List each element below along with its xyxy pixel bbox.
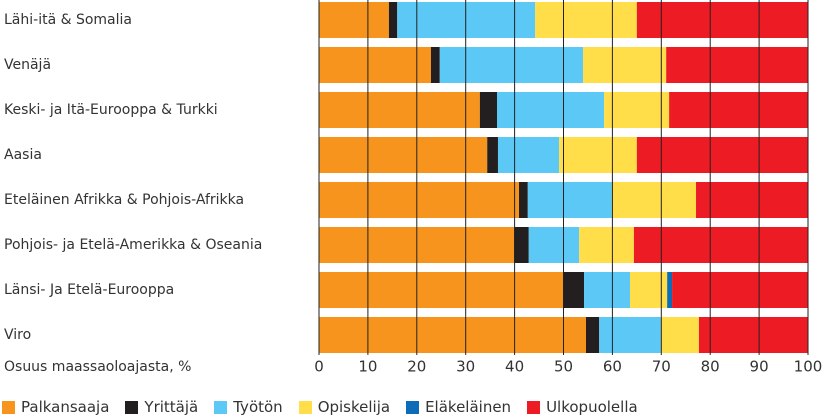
bar-segment xyxy=(633,227,808,263)
legend-swatch xyxy=(298,400,312,414)
legend-swatch xyxy=(125,400,139,414)
bar-segment xyxy=(696,182,808,218)
bar-segment xyxy=(611,182,697,218)
legend-label: Eläkeläinen xyxy=(425,398,512,416)
legend-item: Eläkeläinen xyxy=(406,398,511,416)
x-tick-label: 20 xyxy=(407,358,426,376)
x-tick-label: 70 xyxy=(652,358,671,376)
legend-label: Työtön xyxy=(233,398,283,416)
legend-label: Palkansaaja xyxy=(21,398,110,416)
legend-item: Ulkopuolella xyxy=(527,398,638,416)
bar-segment xyxy=(439,47,584,83)
x-tick-label: 10 xyxy=(358,358,377,376)
legend-swatch xyxy=(406,400,420,414)
x-axis-label: Osuus maassaoloajasta, % xyxy=(4,359,191,375)
bar-segment xyxy=(585,317,600,353)
category-label: Lähi-itä & Somalia xyxy=(4,12,132,28)
category-label: Keski- ja Itä-Eurooppa & Turkki xyxy=(4,102,218,118)
legend-swatch xyxy=(2,400,15,414)
bar-segment xyxy=(559,137,637,173)
bar-segment xyxy=(527,182,612,218)
legend-label: Yrittäjä xyxy=(144,398,199,416)
legend-swatch xyxy=(527,400,541,414)
category-label: Pohjois- ja Etelä-Amerikka & Oseania xyxy=(4,237,262,253)
category-label: Eteläinen Afrikka & Pohjois-Afrikka xyxy=(4,192,244,208)
bar-segment xyxy=(497,137,560,173)
bar-segment xyxy=(579,227,634,263)
bar-segment xyxy=(514,227,529,263)
category-label: Aasia xyxy=(4,147,42,163)
legend-item: Työtön xyxy=(214,398,283,416)
bar-segment xyxy=(430,47,440,83)
category-label: Viro xyxy=(4,327,31,343)
bar-segment xyxy=(604,92,670,128)
legend-swatch xyxy=(214,400,228,414)
legend-item: Yrittäjä xyxy=(125,398,198,416)
bar-segment xyxy=(319,272,564,308)
bar-segment xyxy=(319,137,488,173)
legend-label: Opiskelija xyxy=(317,398,391,416)
legend-item: Opiskelija xyxy=(298,398,391,416)
x-tick-label: 80 xyxy=(701,358,720,376)
x-tick-label: 0 xyxy=(314,358,324,376)
category-label: Venäjä xyxy=(4,57,51,73)
bar-segment xyxy=(388,2,398,38)
bar-segment xyxy=(479,92,497,128)
x-tick-label: 30 xyxy=(456,358,475,376)
chart: Osuus maassaoloajasta, % Lähi-itä & Soma… xyxy=(4,0,823,376)
bar-segment xyxy=(599,317,661,353)
bar-segment xyxy=(319,2,389,38)
x-tick-label: 50 xyxy=(554,358,573,376)
bar-segment xyxy=(496,92,605,128)
bar-segment xyxy=(583,47,667,83)
bar-segment xyxy=(535,2,637,38)
legend-item: Palkansaaja xyxy=(2,398,109,416)
x-tick-label: 60 xyxy=(603,358,622,376)
bar-segment xyxy=(319,182,520,218)
bar-segment xyxy=(584,272,631,308)
bar-segment xyxy=(319,92,480,128)
legend-label: Ulkopuolella xyxy=(546,398,638,416)
x-tick-label: 90 xyxy=(750,358,769,376)
bar-segment xyxy=(487,137,498,173)
bar-segment xyxy=(672,272,808,308)
bar-segment xyxy=(669,92,808,128)
bar-segment xyxy=(660,317,699,353)
x-tick-label: 40 xyxy=(505,358,524,376)
x-tick-label: 100 xyxy=(794,358,823,376)
bar-segment xyxy=(636,137,808,173)
bar-segment xyxy=(519,182,528,218)
legend: Palkansaaja Yrittäjä Työtön Opiskelija Eläke… xyxy=(2,398,638,416)
category-label: Länsi- Ja Etelä-Eurooppa xyxy=(4,282,174,298)
bar-segment xyxy=(319,317,586,353)
bar-segment xyxy=(636,2,808,38)
bar-segment xyxy=(666,47,808,83)
bar-segment xyxy=(698,317,808,353)
bar-segment xyxy=(563,272,585,308)
bar-segment xyxy=(528,227,580,263)
bar-segment xyxy=(667,272,673,308)
bar-segment xyxy=(319,47,431,83)
